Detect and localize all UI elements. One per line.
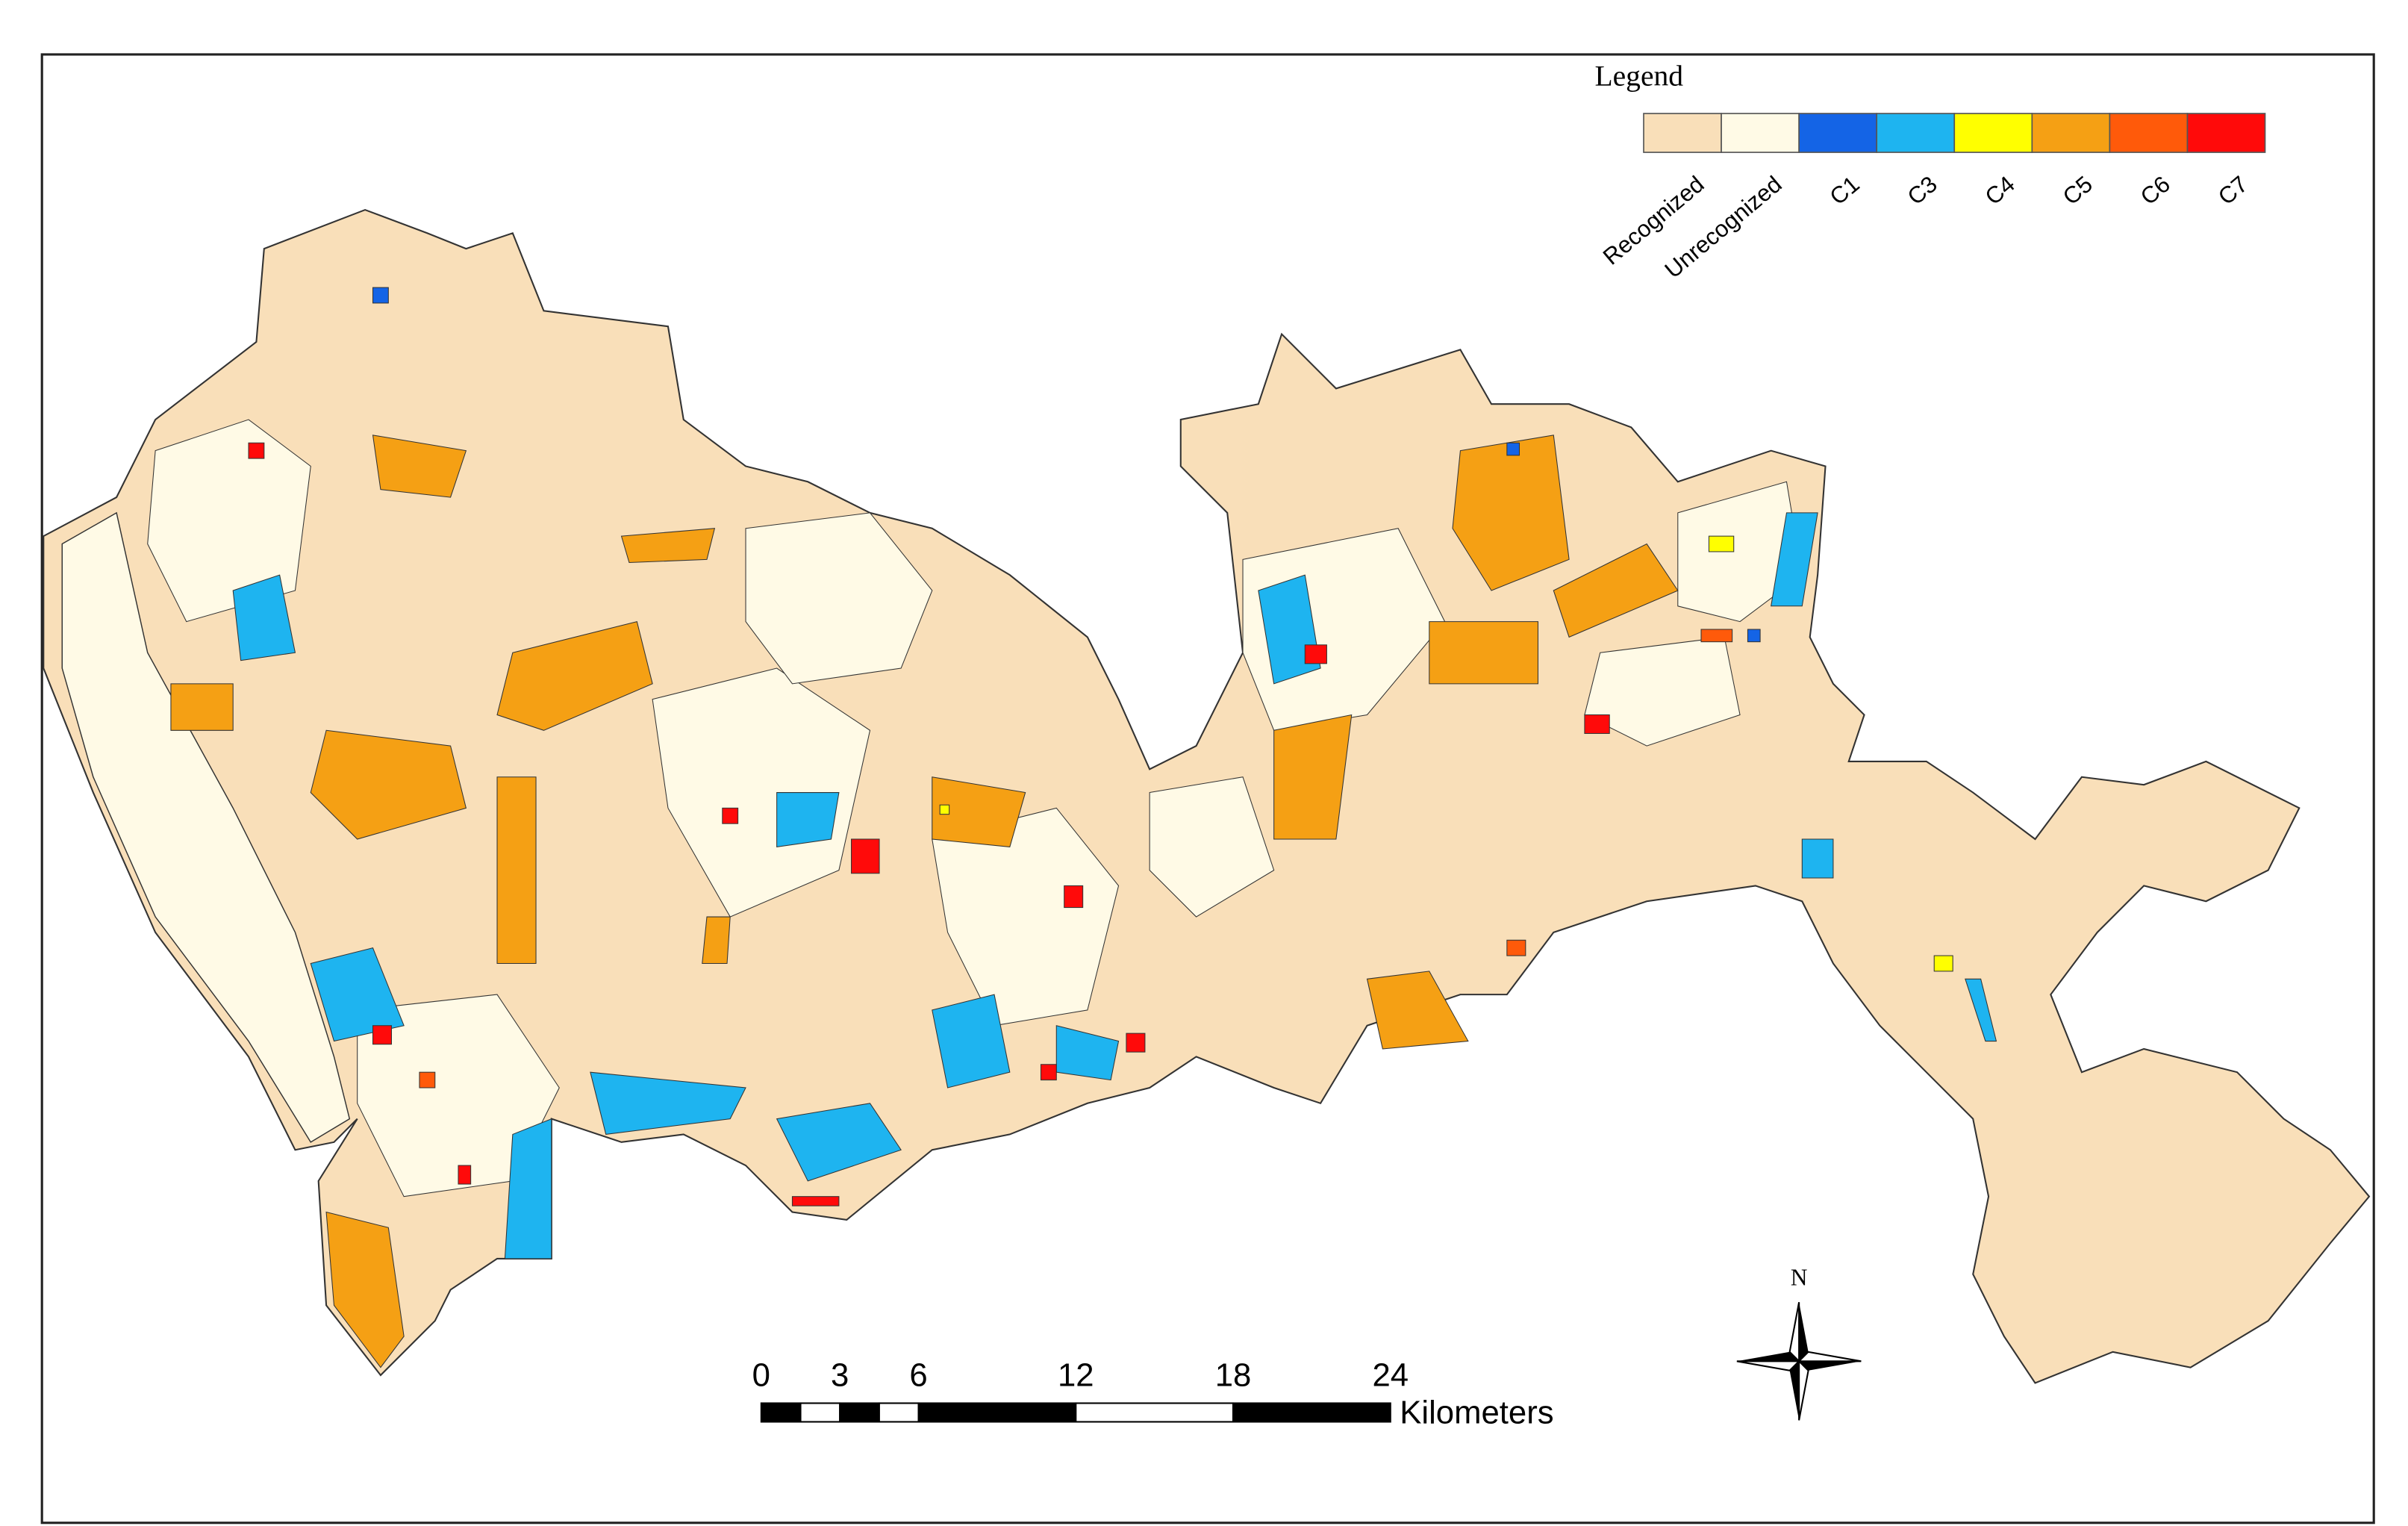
c6-patches	[419, 629, 1733, 1089]
scale-segment	[1232, 1402, 1391, 1423]
arrow-part	[1799, 1302, 1809, 1362]
c3-patches	[232, 512, 1997, 1259]
scale-segment	[917, 1402, 1077, 1423]
legend-title: Legend	[1594, 60, 1683, 93]
scale-segment	[1075, 1402, 1235, 1423]
coast-strip	[61, 511, 351, 1143]
legend-swatch	[2109, 113, 2189, 153]
legend-swatch	[2186, 113, 2266, 153]
unrecognized-patches	[147, 419, 1803, 1198]
scale-segment	[839, 1402, 880, 1423]
scale-tick-label: 6	[909, 1357, 927, 1394]
scale-tick-label: 18	[1215, 1357, 1252, 1394]
north-arrow: N	[1736, 1264, 1862, 1421]
legend-swatch	[1876, 113, 1956, 153]
scale-tick-label: 3	[831, 1357, 849, 1394]
legend-swatch	[2031, 113, 2111, 153]
arrow-part	[1789, 1361, 1800, 1421]
scale-segment	[760, 1402, 802, 1423]
map-body	[43, 208, 2371, 1384]
arrow-part	[1797, 1351, 1862, 1362]
scale-tick-label: 0	[752, 1357, 770, 1394]
scale-tick-label: 12	[1058, 1357, 1094, 1394]
c1-patches	[372, 287, 1761, 643]
north-label: N	[1791, 1264, 1808, 1290]
scale-unit: Kilometers	[1400, 1395, 1553, 1431]
legend-swatch	[1953, 113, 2033, 153]
legend-swatch	[1798, 113, 1878, 153]
arrow-part	[1736, 1360, 1801, 1371]
arrow-part	[1736, 1351, 1800, 1362]
legend-swatch	[1721, 113, 1800, 153]
scale-segment	[799, 1402, 841, 1423]
map-frame	[40, 53, 2375, 1525]
c7-patches	[248, 442, 1610, 1206]
scale-tick-label: 24	[1372, 1357, 1409, 1394]
scale-segment	[878, 1402, 920, 1423]
c4-patches	[939, 535, 1953, 972]
arrow-part	[1799, 1361, 1862, 1371]
c5-patches	[170, 435, 1679, 1368]
legend-swatch	[1643, 113, 1722, 153]
